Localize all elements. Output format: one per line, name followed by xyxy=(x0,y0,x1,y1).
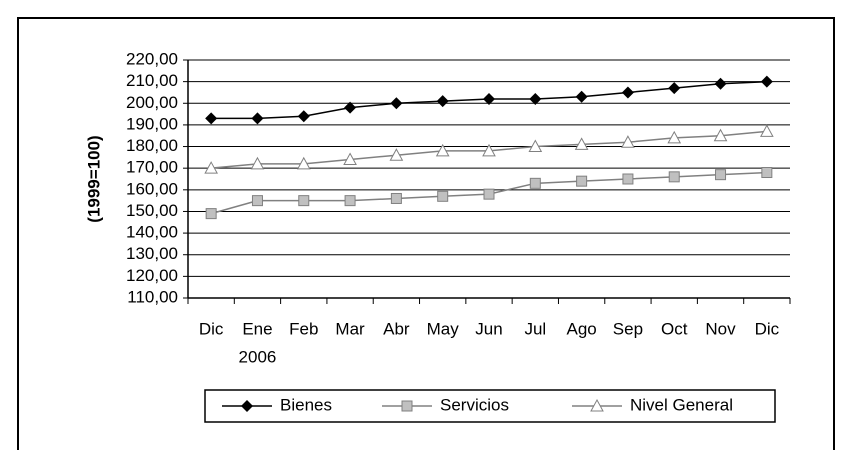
marker xyxy=(205,112,218,125)
legend-label: Bienes xyxy=(280,395,332,414)
marker xyxy=(251,112,264,125)
y-tick-label: 220,00 xyxy=(126,49,178,68)
y-tick-label: 120,00 xyxy=(126,266,178,285)
x-tick-label: May xyxy=(427,319,460,338)
marker xyxy=(715,169,727,181)
x-tick-label: Feb xyxy=(289,319,318,338)
marker xyxy=(389,148,404,161)
marker xyxy=(390,192,402,204)
x-tick-label: Mar xyxy=(335,319,365,338)
y-tick-label: 160,00 xyxy=(126,179,178,198)
marker xyxy=(436,95,449,108)
y-tick-label: 200,00 xyxy=(126,93,178,112)
x-tick-label: Ene xyxy=(242,319,272,338)
legend-box xyxy=(204,389,776,423)
frame xyxy=(17,17,835,450)
marker xyxy=(483,188,495,200)
marker xyxy=(298,195,310,207)
marker xyxy=(529,92,542,105)
y-axis-title: (1999=100) xyxy=(84,135,103,222)
y-tick-label: 140,00 xyxy=(126,223,178,242)
marker xyxy=(204,161,218,174)
y-tick-label: 210,00 xyxy=(126,71,178,90)
marker xyxy=(714,77,727,90)
marker xyxy=(241,400,253,412)
marker xyxy=(760,124,774,137)
marker xyxy=(482,143,496,157)
x-tick-label: Sep xyxy=(613,319,643,338)
marker xyxy=(575,90,588,103)
legend-label: Servicios xyxy=(440,395,509,414)
marker xyxy=(667,130,682,144)
marker xyxy=(205,208,217,220)
x-tick-label: Oct xyxy=(661,319,688,338)
marker xyxy=(250,156,265,170)
marker xyxy=(390,97,403,110)
x-tick-label: Jul xyxy=(524,319,546,338)
marker xyxy=(296,156,311,170)
x-sublabel: 2006 xyxy=(239,347,277,366)
marker xyxy=(343,152,357,166)
x-tick-label: Dic xyxy=(755,319,780,338)
marker xyxy=(621,86,634,99)
marker xyxy=(435,143,450,157)
marker xyxy=(528,139,543,153)
x-tick-label: Abr xyxy=(383,319,410,338)
x-tick-label: Nov xyxy=(705,319,736,338)
x-tick-label: Jun xyxy=(475,319,502,338)
y-tick-label: 150,00 xyxy=(126,201,178,220)
marker xyxy=(574,137,589,150)
marker xyxy=(668,171,680,183)
legend-label: Nivel General xyxy=(630,395,733,414)
x-tick-label: Dic xyxy=(199,319,224,338)
y-tick-label: 110,00 xyxy=(127,287,178,306)
x-tick-label: Ago xyxy=(566,319,596,338)
y-tick-label: 170,00 xyxy=(126,158,178,177)
marker xyxy=(576,175,588,187)
marker xyxy=(621,135,635,148)
marker xyxy=(529,177,541,189)
marker xyxy=(622,173,634,185)
y-tick-label: 190,00 xyxy=(126,114,178,133)
marker xyxy=(344,101,357,114)
marker xyxy=(590,398,604,412)
marker xyxy=(761,167,773,179)
marker xyxy=(713,128,728,142)
marker xyxy=(760,75,773,88)
marker xyxy=(344,195,356,207)
marker xyxy=(483,92,495,105)
marker xyxy=(668,82,681,95)
y-tick-label: 180,00 xyxy=(126,136,178,155)
marker xyxy=(251,195,263,207)
marker xyxy=(437,190,449,202)
marker xyxy=(401,400,413,412)
y-tick-label: 130,00 xyxy=(126,244,178,263)
marker xyxy=(297,110,310,123)
